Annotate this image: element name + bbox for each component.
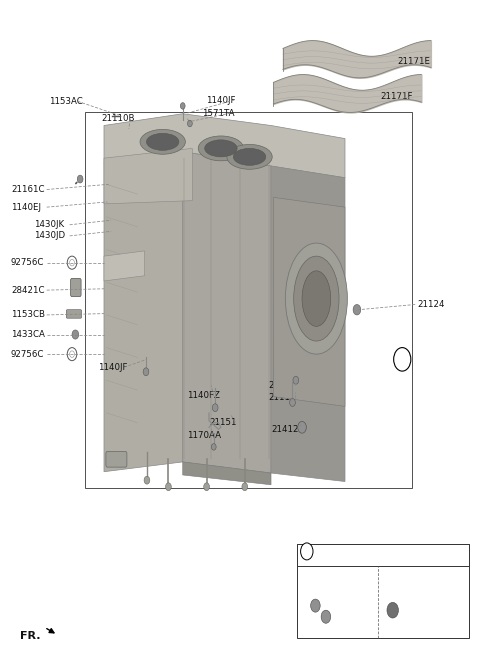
Circle shape [311,599,320,612]
Ellipse shape [233,148,266,165]
Text: 1140FZ: 1140FZ [188,392,220,400]
Text: 21171F: 21171F [381,92,413,100]
Circle shape [394,348,411,371]
Polygon shape [104,251,144,281]
Polygon shape [274,197,345,406]
Circle shape [70,351,74,358]
Text: 28421C: 28421C [11,285,45,295]
Text: 1153AC: 1153AC [49,97,83,106]
Text: 21110B: 21110B [102,114,135,123]
Text: 1153CB: 1153CB [11,310,45,319]
Circle shape [353,304,361,315]
Text: 21314A: 21314A [383,571,417,579]
Polygon shape [104,152,183,472]
Text: 21161C: 21161C [11,185,45,194]
Circle shape [144,476,150,484]
Circle shape [204,483,209,491]
Ellipse shape [294,256,339,341]
FancyBboxPatch shape [66,310,82,318]
Text: 1430JK: 1430JK [34,220,64,230]
Circle shape [321,610,331,623]
Text: 21151: 21151 [209,418,237,426]
Circle shape [180,102,185,109]
Circle shape [212,404,218,411]
FancyBboxPatch shape [106,451,127,467]
Circle shape [70,259,74,266]
Bar [85,112,412,488]
Polygon shape [183,462,271,485]
Circle shape [77,175,83,183]
Circle shape [67,348,77,361]
Polygon shape [183,152,271,473]
Circle shape [211,443,216,450]
Text: 92756C: 92756C [11,350,44,359]
Ellipse shape [204,140,237,157]
Text: (ALT.): (ALT.) [383,559,406,567]
Circle shape [298,421,306,433]
Polygon shape [104,148,192,204]
Text: 1140JF: 1140JF [205,96,235,104]
Ellipse shape [227,144,272,169]
Circle shape [300,543,313,560]
Ellipse shape [285,243,348,354]
Bar [297,544,469,638]
Text: 21114: 21114 [269,394,296,402]
Circle shape [67,256,77,269]
Text: 21161A: 21161A [269,381,302,390]
Circle shape [387,602,398,618]
Ellipse shape [146,133,179,150]
Circle shape [293,377,299,384]
Text: 21124: 21124 [418,300,445,309]
Circle shape [289,399,295,406]
Text: 1571TA: 1571TA [202,109,234,117]
Text: 1430JD: 1430JD [34,232,65,240]
Circle shape [166,483,171,491]
Text: 1751GI: 1751GI [311,572,342,581]
Ellipse shape [198,136,243,161]
Polygon shape [104,113,345,178]
Polygon shape [271,166,345,482]
Bar [297,544,469,566]
Ellipse shape [302,271,331,327]
Circle shape [188,120,192,127]
Ellipse shape [140,129,185,154]
Text: 1140JF: 1140JF [98,363,127,372]
Text: a: a [304,547,309,556]
Circle shape [72,330,79,339]
Circle shape [143,368,149,376]
Text: FR.: FR. [20,631,40,642]
Text: 1140EJ: 1140EJ [11,203,41,212]
Circle shape [242,483,248,491]
FancyBboxPatch shape [71,278,81,297]
Text: 1433CA: 1433CA [11,330,45,339]
Text: a: a [400,355,405,364]
Text: 1170AA: 1170AA [187,430,220,440]
Text: 92756C: 92756C [11,258,44,267]
Text: 21412C: 21412C [271,425,304,434]
Text: 21171E: 21171E [397,57,431,66]
Text: 21133: 21133 [306,559,333,567]
